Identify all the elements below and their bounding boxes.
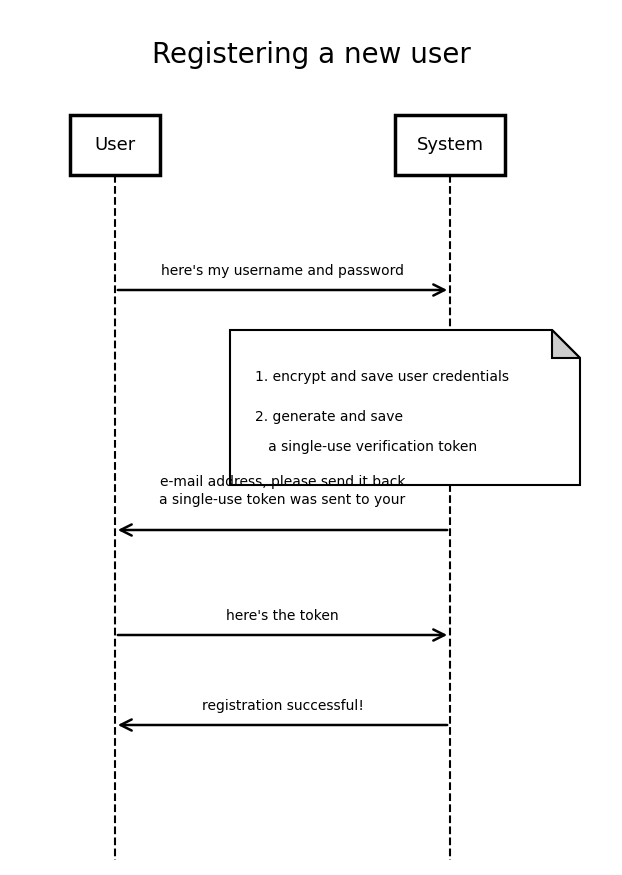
Text: System: System bbox=[417, 136, 483, 154]
Text: User: User bbox=[95, 136, 136, 154]
Text: Registering a new user: Registering a new user bbox=[152, 41, 470, 69]
Text: registration successful!: registration successful! bbox=[202, 699, 363, 713]
Bar bbox=[395, 115, 505, 175]
Text: here's my username and password: here's my username and password bbox=[161, 264, 404, 278]
Text: e-mail address, please send it back: e-mail address, please send it back bbox=[160, 475, 406, 489]
Text: a single-use token was sent to your: a single-use token was sent to your bbox=[159, 493, 406, 507]
Text: 2. generate and save: 2. generate and save bbox=[255, 410, 403, 424]
Polygon shape bbox=[552, 330, 580, 358]
Bar bbox=[70, 115, 160, 175]
Polygon shape bbox=[230, 330, 580, 485]
Text: a single-use verification token: a single-use verification token bbox=[255, 440, 477, 454]
Text: here's the token: here's the token bbox=[226, 609, 339, 623]
Text: 1. encrypt and save user credentials: 1. encrypt and save user credentials bbox=[255, 370, 509, 384]
